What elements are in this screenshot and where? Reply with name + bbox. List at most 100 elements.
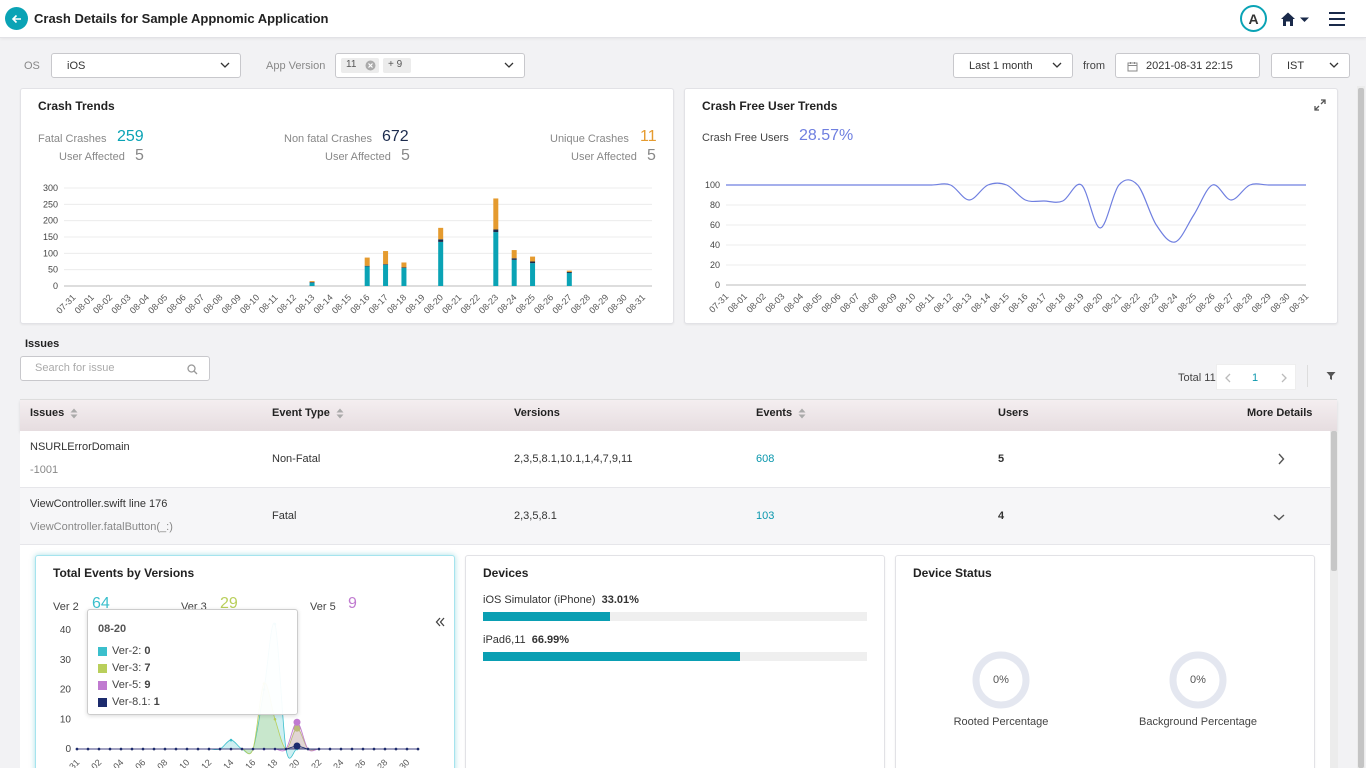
double-chevron-left-icon[interactable] — [435, 617, 445, 627]
chart-tooltip: 08-20 Ver-2: 0 Ver-3: 7 Ver-5: 9 Ver-8.1… — [87, 609, 298, 715]
x-tick-label: 08-31 — [624, 292, 647, 315]
x-tick-label: 08-30 — [605, 292, 628, 315]
x-tick-label: 08-06 — [164, 292, 187, 315]
series-point — [240, 747, 244, 751]
x-tick-label: 08-27 — [550, 292, 573, 315]
chevron-down-icon[interactable] — [1273, 513, 1285, 521]
app-version-select[interactable]: 11 + 9 — [335, 53, 525, 78]
table-scrollbar[interactable] — [1330, 431, 1338, 768]
issue-type: Non-Fatal — [272, 453, 321, 465]
page-title: Crash Details for Sample Appnomic Applic… — [34, 11, 329, 26]
table-scrollbar-thumb[interactable] — [1331, 431, 1337, 571]
os-select[interactable]: iOS — [51, 53, 241, 78]
hamburger-menu-button[interactable] — [1328, 11, 1346, 27]
issue-search-input[interactable] — [35, 362, 185, 374]
x-tick-label: 08-21 — [1100, 291, 1123, 314]
chevron-down-icon — [504, 62, 514, 68]
series-point — [273, 717, 277, 721]
x-tick-label: 08-18 — [1044, 291, 1067, 314]
issue-events-link[interactable]: 608 — [756, 453, 775, 465]
chevron-left-icon[interactable] — [1224, 373, 1232, 383]
table-row[interactable]: ViewController.swift line 176 ViewContro… — [20, 488, 1330, 545]
x-tick-label: 08-15 — [330, 292, 353, 315]
device-bar — [483, 652, 867, 661]
device-pct: 33.01% — [601, 594, 639, 606]
x-tick-label: 08-27 — [1212, 291, 1235, 314]
issue-sub: -1001 — [30, 464, 59, 476]
expand-icon[interactable] — [1314, 99, 1326, 111]
legend-swatch — [98, 646, 107, 656]
bar — [401, 268, 407, 286]
back-button[interactable] — [5, 7, 28, 30]
y-tick-label: 80 — [710, 200, 720, 210]
filter-icon[interactable] — [1326, 371, 1336, 381]
bar — [401, 267, 407, 269]
x-tick-label: 08-29 — [587, 292, 610, 315]
device-name: iPad6,11 — [483, 634, 526, 646]
chevron-right-icon[interactable] — [1280, 373, 1288, 383]
from-label: from — [1083, 60, 1105, 72]
series-point — [185, 747, 189, 751]
issue-events-link[interactable]: 103 — [756, 510, 775, 522]
table-row[interactable]: NSURLErrorDomain -1001 Non-Fatal 2,3,5,8… — [20, 431, 1330, 488]
unique-users-value: 5 — [647, 147, 656, 164]
os-label: OS — [24, 60, 40, 72]
bar — [530, 263, 536, 286]
col-issues[interactable]: Issues — [30, 407, 78, 419]
fatal-crashes-value: 259 — [117, 128, 144, 145]
x-tick-label: 08-13 — [293, 292, 316, 315]
unique-crashes-label: Unique Crashes — [550, 133, 629, 145]
fatal-users-value: 5 — [135, 147, 144, 164]
tooltip-item-value: 0 — [144, 645, 151, 657]
x-tick-label: 08-10 — [168, 757, 191, 768]
time-range-select[interactable]: Last 1 month — [953, 53, 1073, 78]
user-avatar[interactable]: A — [1240, 5, 1267, 32]
current-page[interactable]: 1 — [1252, 372, 1259, 384]
bar — [493, 198, 499, 230]
x-tick-label: 07-31 — [707, 291, 730, 314]
from-date-value: 2021-08-31 22:15 — [1146, 60, 1233, 72]
col-events[interactable]: Events — [756, 407, 806, 419]
bar — [438, 227, 444, 240]
search-icon[interactable] — [187, 364, 198, 375]
bar — [530, 256, 536, 262]
close-circle-icon[interactable] — [365, 60, 376, 71]
series-point — [273, 747, 277, 751]
x-tick-label: 08-30 — [1268, 291, 1291, 314]
tooltip-item-value: 9 — [144, 679, 151, 691]
issues-table-header: Issues Event Type Versions Events Users … — [20, 399, 1337, 431]
sort-icon — [336, 408, 344, 419]
series-point — [293, 742, 301, 750]
issue-search-box[interactable] — [20, 356, 210, 381]
x-tick-label: 08-20 — [278, 757, 301, 768]
bar — [530, 261, 536, 264]
chevron-right-icon[interactable] — [1277, 453, 1285, 465]
x-tick-label: 08-07 — [183, 292, 206, 315]
issues-section-title: Issues — [25, 338, 60, 350]
x-tick-label: 08-29 — [1250, 291, 1273, 314]
x-tick-label: 08-22 — [1119, 291, 1142, 314]
crash-free-label: Crash Free Users — [702, 132, 789, 144]
nonfatal-users-value: 5 — [401, 147, 410, 164]
timezone-select[interactable]: IST — [1271, 53, 1350, 78]
page-scrollbar-thumb[interactable] — [1358, 88, 1364, 768]
x-tick-label: 08-22 — [300, 757, 323, 768]
x-tick-label: 08-23 — [477, 292, 500, 315]
issue-versions: 2,3,5,8.1,10.1,1,4,7,9,11 — [514, 453, 633, 465]
bar — [511, 258, 517, 260]
y-tick-label: 0 — [715, 280, 720, 290]
series-point — [372, 747, 376, 751]
device-name: iOS Simulator (iPhone) — [483, 594, 596, 606]
from-date-input[interactable]: 2021-08-31 22:15 — [1115, 53, 1260, 78]
time-range-value: Last 1 month — [969, 60, 1033, 72]
toolbar-divider — [1307, 365, 1308, 387]
y-tick-label: 150 — [43, 232, 58, 242]
y-tick-label: 200 — [43, 216, 58, 226]
y-tick-label: 100 — [705, 180, 720, 190]
home-menu-button[interactable] — [1280, 11, 1312, 27]
crash-trends-chart: 05010015020025030007-3108-0108-0208-0308… — [43, 183, 652, 316]
bar — [493, 229, 499, 233]
pagination: 1 — [1216, 364, 1296, 390]
device-bar-fill — [483, 612, 610, 621]
col-event-type[interactable]: Event Type — [272, 407, 344, 419]
